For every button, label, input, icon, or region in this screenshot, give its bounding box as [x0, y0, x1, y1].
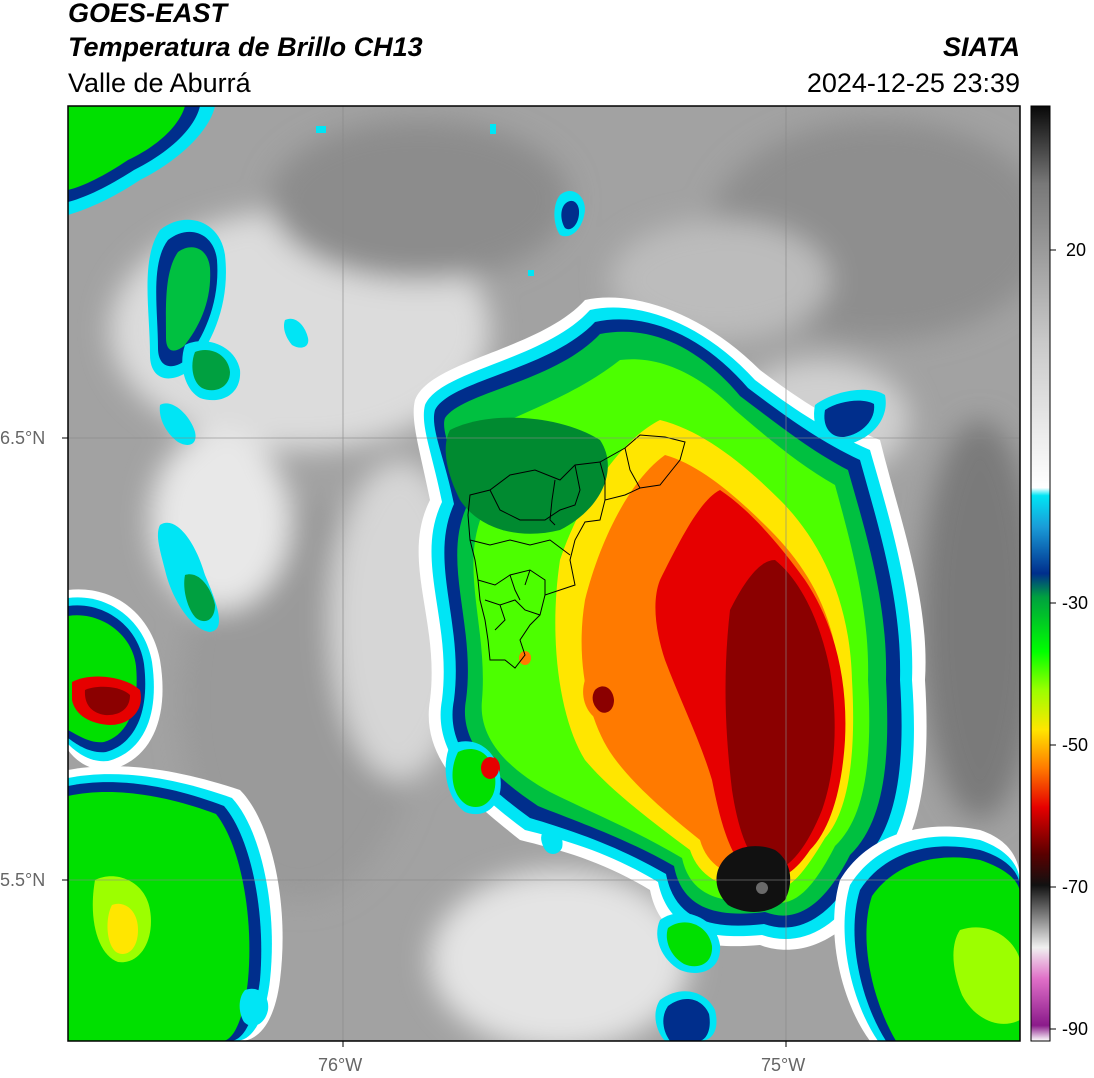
- agency-label: SIATA: [943, 32, 1020, 62]
- graticule: [68, 106, 1020, 1041]
- colorbar-label-minus-50: -50: [1062, 735, 1089, 755]
- small-cells: [147, 124, 886, 1041]
- colorbar-label-20: 20: [1066, 240, 1087, 260]
- colorbar-rect: [1030, 105, 1051, 1042]
- colorbar: [1030, 105, 1056, 1042]
- colorbar-label-minus-30: -30: [1062, 593, 1089, 613]
- right-lower-storm: [834, 826, 1020, 1041]
- main-storm: [413, 297, 927, 950]
- left-lower-storm: [68, 766, 283, 1041]
- colorbar-label-minus-90: -90: [1062, 1019, 1089, 1039]
- axis-ticks: [62, 437, 787, 1047]
- satellite-title: GOES-EAST: [68, 0, 228, 28]
- map-field: [68, 106, 1020, 1041]
- municipal-boundaries: [467, 434, 686, 669]
- colorbar-ticks: [1050, 249, 1056, 1030]
- map-frame: [67, 105, 1021, 1042]
- left-mid-storm: [68, 589, 163, 771]
- top-left-storm: [68, 106, 215, 215]
- region-label: Valle de Aburrá: [68, 68, 251, 98]
- lon-tick-76w: 76°W: [318, 1055, 363, 1075]
- datetime-label: 2024-12-25 23:39: [806, 68, 1020, 98]
- colorbar-label-minus-70: -70: [1062, 877, 1089, 897]
- product-title: Temperatura de Brillo CH13: [68, 32, 423, 62]
- lat-tick-5-5n: 5.5°N: [0, 870, 46, 890]
- lat-tick-6-5n: 6.5°N: [0, 428, 46, 448]
- lon-tick-75w: 75°W: [761, 1055, 806, 1075]
